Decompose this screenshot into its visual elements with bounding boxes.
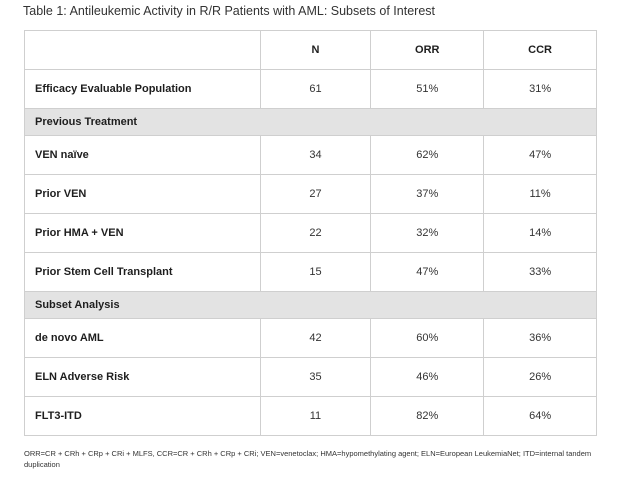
cell-ccr: 31% (483, 69, 597, 109)
row-label: Prior HMA + VEN (24, 213, 261, 253)
section-row: Previous Treatment (24, 108, 597, 136)
table-row: FLT3-ITD 11 82% 64% (24, 396, 597, 436)
cell-n: 34 (259, 135, 372, 175)
cell-ccr: 47% (483, 135, 597, 175)
cell-n: 61 (259, 69, 372, 109)
section-label: Subset Analysis (24, 291, 597, 319)
table-row: de novo AML 42 60% 36% (24, 318, 597, 358)
cell-ccr: 33% (483, 252, 597, 292)
header-n: N (259, 30, 372, 70)
table-row: Prior VEN 27 37% 11% (24, 174, 597, 214)
cell-orr: 82% (370, 396, 485, 436)
row-label: VEN naïve (24, 135, 261, 175)
header-ccr: CCR (483, 30, 597, 70)
table-footnote: ORR=CR + CRh + CRp + CRi + MLFS, CCR=CR … (24, 449, 592, 469)
table-caption: Table 1: Antileukemic Activity in R/R Pa… (23, 4, 435, 18)
cell-n: 27 (259, 174, 372, 214)
header-orr: ORR (370, 30, 485, 70)
table-row: ELN Adverse Risk 35 46% 26% (24, 357, 597, 397)
cell-ccr: 64% (483, 396, 597, 436)
cell-orr: 60% (370, 318, 485, 358)
row-label: ELN Adverse Risk (24, 357, 261, 397)
header-row: N ORR CCR (24, 30, 597, 70)
cell-ccr: 36% (483, 318, 597, 358)
cell-orr: 62% (370, 135, 485, 175)
row-label: de novo AML (24, 318, 261, 358)
table-row: Prior Stem Cell Transplant 15 47% 33% (24, 252, 597, 292)
cell-orr: 47% (370, 252, 485, 292)
row-label: Prior Stem Cell Transplant (24, 252, 261, 292)
cell-orr: 46% (370, 357, 485, 397)
section-row: Subset Analysis (24, 291, 597, 319)
row-label: FLT3-ITD (24, 396, 261, 436)
cell-orr: 51% (370, 69, 485, 109)
cell-n: 15 (259, 252, 372, 292)
cell-n: 11 (259, 396, 372, 436)
results-table: N ORR CCR Efficacy Evaluable Population … (24, 30, 597, 436)
table-row: Prior HMA + VEN 22 32% 14% (24, 213, 597, 253)
cell-ccr: 26% (483, 357, 597, 397)
cell-n: 35 (259, 357, 372, 397)
cell-orr: 32% (370, 213, 485, 253)
cell-n: 22 (259, 213, 372, 253)
cell-ccr: 11% (483, 174, 597, 214)
cell-n: 42 (259, 318, 372, 358)
cell-orr: 37% (370, 174, 485, 214)
cell-ccr: 14% (483, 213, 597, 253)
table-row: VEN naïve 34 62% 47% (24, 135, 597, 175)
row-label: Efficacy Evaluable Population (24, 69, 261, 109)
header-blank (24, 30, 261, 70)
section-label: Previous Treatment (24, 108, 597, 136)
row-label: Prior VEN (24, 174, 261, 214)
table-row: Efficacy Evaluable Population 61 51% 31% (24, 69, 597, 109)
